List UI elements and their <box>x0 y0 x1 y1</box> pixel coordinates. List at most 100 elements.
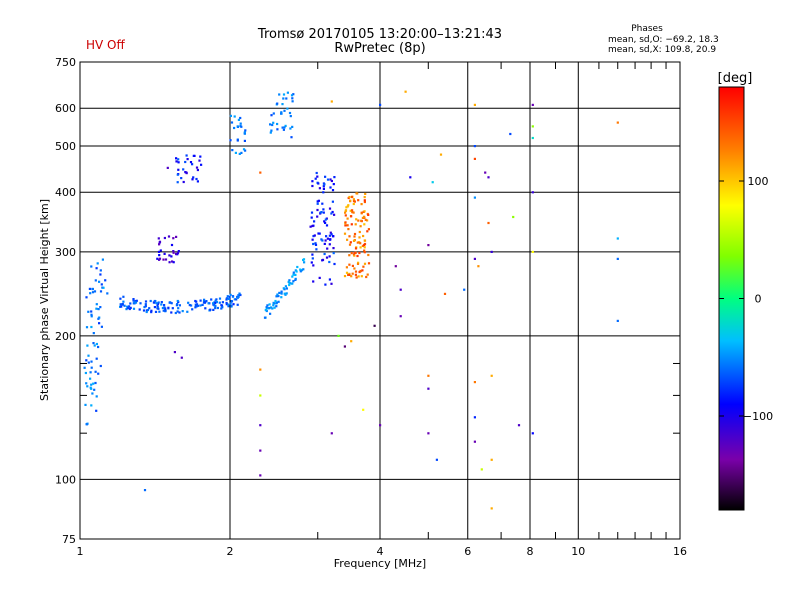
echo-point <box>352 199 356 203</box>
echo-point <box>345 266 348 269</box>
echo-point <box>231 295 235 298</box>
echo-point <box>317 232 320 235</box>
echo-point <box>91 291 95 294</box>
echo-point <box>268 303 271 306</box>
echo-point <box>119 303 122 306</box>
echo-point <box>144 300 148 303</box>
echo-point <box>333 213 336 216</box>
echo-point <box>201 303 204 306</box>
echo-point <box>330 179 333 183</box>
echo-point <box>280 292 283 295</box>
echo-point <box>214 299 217 302</box>
echo-point <box>180 177 183 180</box>
echo-point <box>93 388 96 391</box>
echo-point <box>156 257 159 260</box>
echo-point <box>531 136 534 140</box>
echo-point <box>312 235 315 238</box>
echo-point <box>154 310 158 313</box>
echo-point <box>177 161 180 164</box>
echo-point <box>194 303 197 306</box>
echo-point <box>363 243 366 247</box>
echo-point <box>288 282 291 285</box>
echo-point <box>132 298 135 301</box>
echo-point <box>363 251 366 254</box>
echo-point <box>328 255 331 258</box>
echo-point <box>363 246 366 249</box>
echo-point <box>358 236 361 239</box>
echo-point <box>316 175 319 178</box>
echo-point <box>353 232 357 236</box>
echo-point <box>90 325 93 329</box>
echo-point <box>205 300 208 303</box>
echo-point <box>164 309 167 312</box>
echo-point <box>343 275 347 278</box>
echo-point <box>157 301 160 304</box>
echo-point <box>379 424 382 427</box>
echo-point <box>427 387 430 390</box>
echo-point <box>90 265 93 268</box>
echo-point <box>285 292 288 295</box>
echo-point <box>283 109 286 112</box>
echo-point <box>352 198 355 201</box>
echo-point <box>276 102 279 105</box>
echo-point <box>229 114 232 117</box>
echo-point <box>259 449 262 452</box>
echo-point <box>283 292 286 295</box>
echo-point <box>531 250 534 253</box>
echo-point <box>329 231 332 234</box>
echo-point <box>225 301 228 305</box>
echo-point <box>616 319 619 322</box>
echo-point <box>473 103 476 106</box>
echo-point <box>288 279 291 282</box>
echo-point <box>192 176 195 179</box>
echo-point <box>126 305 129 308</box>
x-tick-label: 4 <box>377 545 384 558</box>
echo-point <box>91 287 94 291</box>
echo-point <box>263 316 267 319</box>
echo-point <box>349 241 352 244</box>
echo-point <box>531 103 534 106</box>
echo-point <box>99 273 102 276</box>
echo-point <box>88 287 91 290</box>
echo-point <box>290 136 293 139</box>
echo-point <box>94 370 97 373</box>
echo-point <box>352 239 356 242</box>
echo-point <box>186 158 189 161</box>
echo-point <box>199 155 202 158</box>
echo-point <box>353 254 356 257</box>
echo-point <box>329 186 332 189</box>
echo-point <box>487 221 490 225</box>
echo-point <box>367 213 370 216</box>
grid-lines <box>80 62 680 539</box>
echo-point <box>314 243 318 246</box>
echo-point <box>322 191 325 194</box>
echo-point <box>215 298 218 301</box>
echo-point <box>329 238 332 241</box>
echo-point <box>361 216 364 219</box>
echo-point <box>363 200 366 204</box>
echo-point <box>324 239 327 242</box>
echo-point <box>232 303 235 306</box>
echo-point <box>318 232 321 235</box>
echo-point <box>162 258 165 261</box>
echo-point <box>359 225 362 228</box>
echo-point <box>202 300 206 303</box>
echo-point <box>321 259 324 262</box>
echo-point <box>332 247 335 250</box>
echo-point <box>90 387 93 390</box>
echo-point <box>99 306 102 309</box>
title-line2: RwPretec (8p) <box>334 41 425 56</box>
echo-point <box>259 424 262 427</box>
echo-point <box>347 204 350 207</box>
echo-point <box>191 178 194 181</box>
echo-point <box>278 291 281 294</box>
echo-point <box>290 94 294 97</box>
echo-point <box>98 280 101 283</box>
echo-point <box>360 219 363 222</box>
echo-point <box>310 211 314 214</box>
y-tick-label: 500 <box>55 140 76 153</box>
echo-point <box>90 404 93 407</box>
echo-point <box>531 191 534 194</box>
echo-point <box>281 126 284 129</box>
echo-point <box>259 171 262 174</box>
